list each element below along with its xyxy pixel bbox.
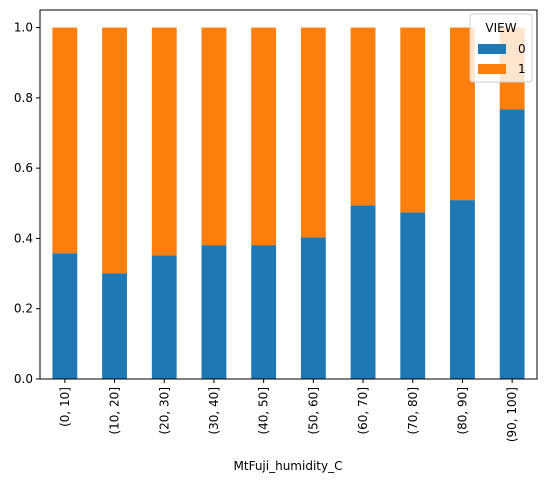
x-tick-label: (90, 100] xyxy=(505,387,519,442)
bar-segment xyxy=(251,27,277,246)
bar-segment xyxy=(499,109,525,379)
x-tick-label: (20, 30] xyxy=(157,387,171,435)
bar-segment xyxy=(52,253,78,379)
x-tick-label: (0, 10] xyxy=(58,387,72,427)
bar-segment xyxy=(151,27,177,256)
x-tick-label: (50, 60] xyxy=(306,387,320,435)
bar-segment xyxy=(350,27,376,206)
bar-segment xyxy=(201,27,227,246)
y-tick-label: 0.6 xyxy=(14,161,33,175)
x-tick-label: (80, 90] xyxy=(455,387,469,435)
legend-swatch xyxy=(478,64,506,74)
x-tick-label: (60, 70] xyxy=(356,387,370,435)
y-tick-label: 0.2 xyxy=(14,302,33,316)
bar-segment xyxy=(350,205,376,379)
x-axis-label: MtFuji_humidity_C xyxy=(234,459,343,473)
bar-segment xyxy=(102,273,127,379)
y-tick-label: 1.0 xyxy=(14,21,33,35)
bar-segment xyxy=(450,200,475,379)
y-tick-label: 0.8 xyxy=(14,91,33,105)
legend-label: 0 xyxy=(518,42,526,56)
x-tick-label: (70, 80] xyxy=(406,387,420,435)
y-tick-label: 0.0 xyxy=(14,372,33,386)
bar-segment xyxy=(251,245,277,379)
x-tick-label: (40, 50] xyxy=(257,387,271,435)
bar-segment xyxy=(151,255,177,379)
legend-title: VIEW xyxy=(485,21,516,35)
bar-segment xyxy=(400,27,426,213)
legend-swatch xyxy=(478,44,506,54)
bar-segment xyxy=(201,245,227,379)
legend-label: 1 xyxy=(518,62,526,76)
x-tick-label: (10, 20] xyxy=(108,387,122,435)
y-tick-label: 0.4 xyxy=(14,231,33,245)
plot-frame xyxy=(39,9,538,380)
bar-segment xyxy=(102,27,127,274)
bar-segment xyxy=(300,27,326,238)
bar-segment xyxy=(300,237,326,379)
bar-segment xyxy=(52,27,78,254)
x-tick-label: (30, 40] xyxy=(207,387,221,435)
bar-segment xyxy=(400,212,426,379)
